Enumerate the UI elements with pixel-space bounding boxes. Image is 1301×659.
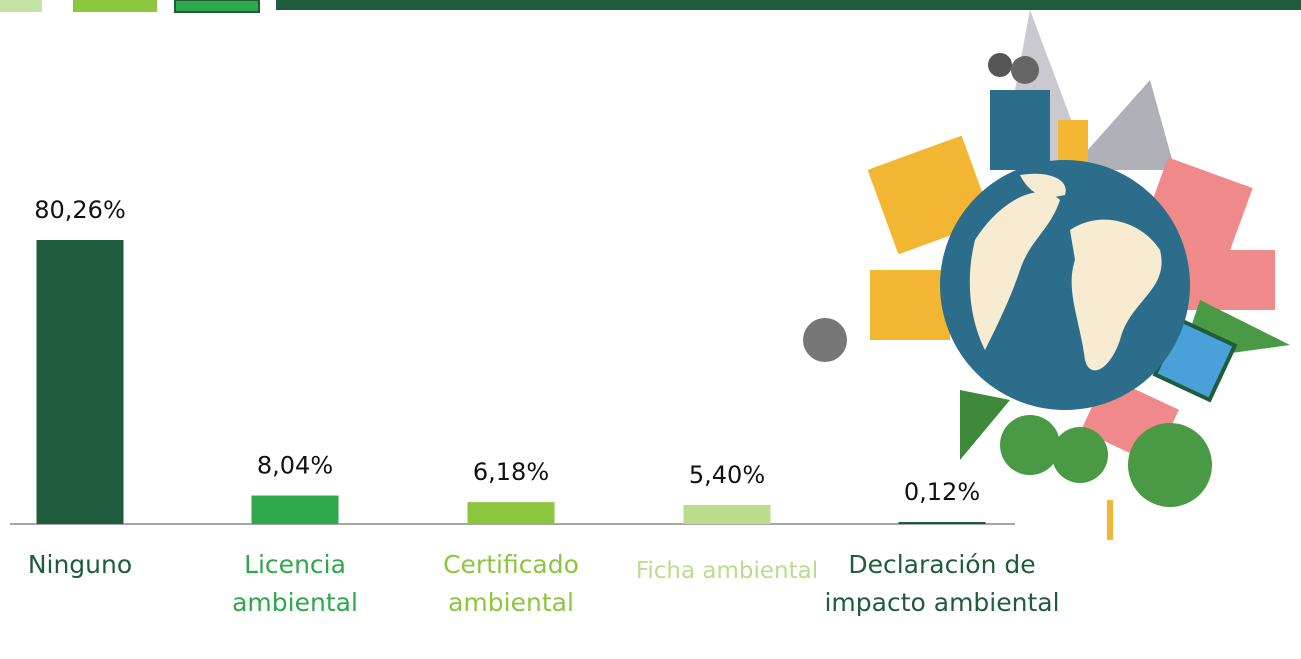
category-label: Licencia ambiental: [232, 550, 358, 617]
bar: [251, 495, 339, 524]
bar: [683, 504, 771, 524]
bar: [36, 240, 124, 524]
category-label: Certificado ambiental: [443, 550, 579, 617]
value-label: 6,18%: [473, 458, 549, 486]
bar: [467, 502, 555, 524]
value-label: 5,40%: [689, 461, 765, 489]
globe-illustration: [803, 10, 1290, 540]
category-label: Ficha ambiental: [635, 558, 819, 584]
bar: [898, 522, 986, 524]
category-label: Ninguno: [27, 550, 133, 579]
value-label: 0,12%: [904, 478, 980, 506]
value-label: 8,04%: [257, 452, 333, 480]
value-label: 80,26%: [34, 196, 126, 224]
header-decoration: [0, 0, 1301, 13]
category-label: Declaración de impacto ambiental: [824, 550, 1060, 617]
